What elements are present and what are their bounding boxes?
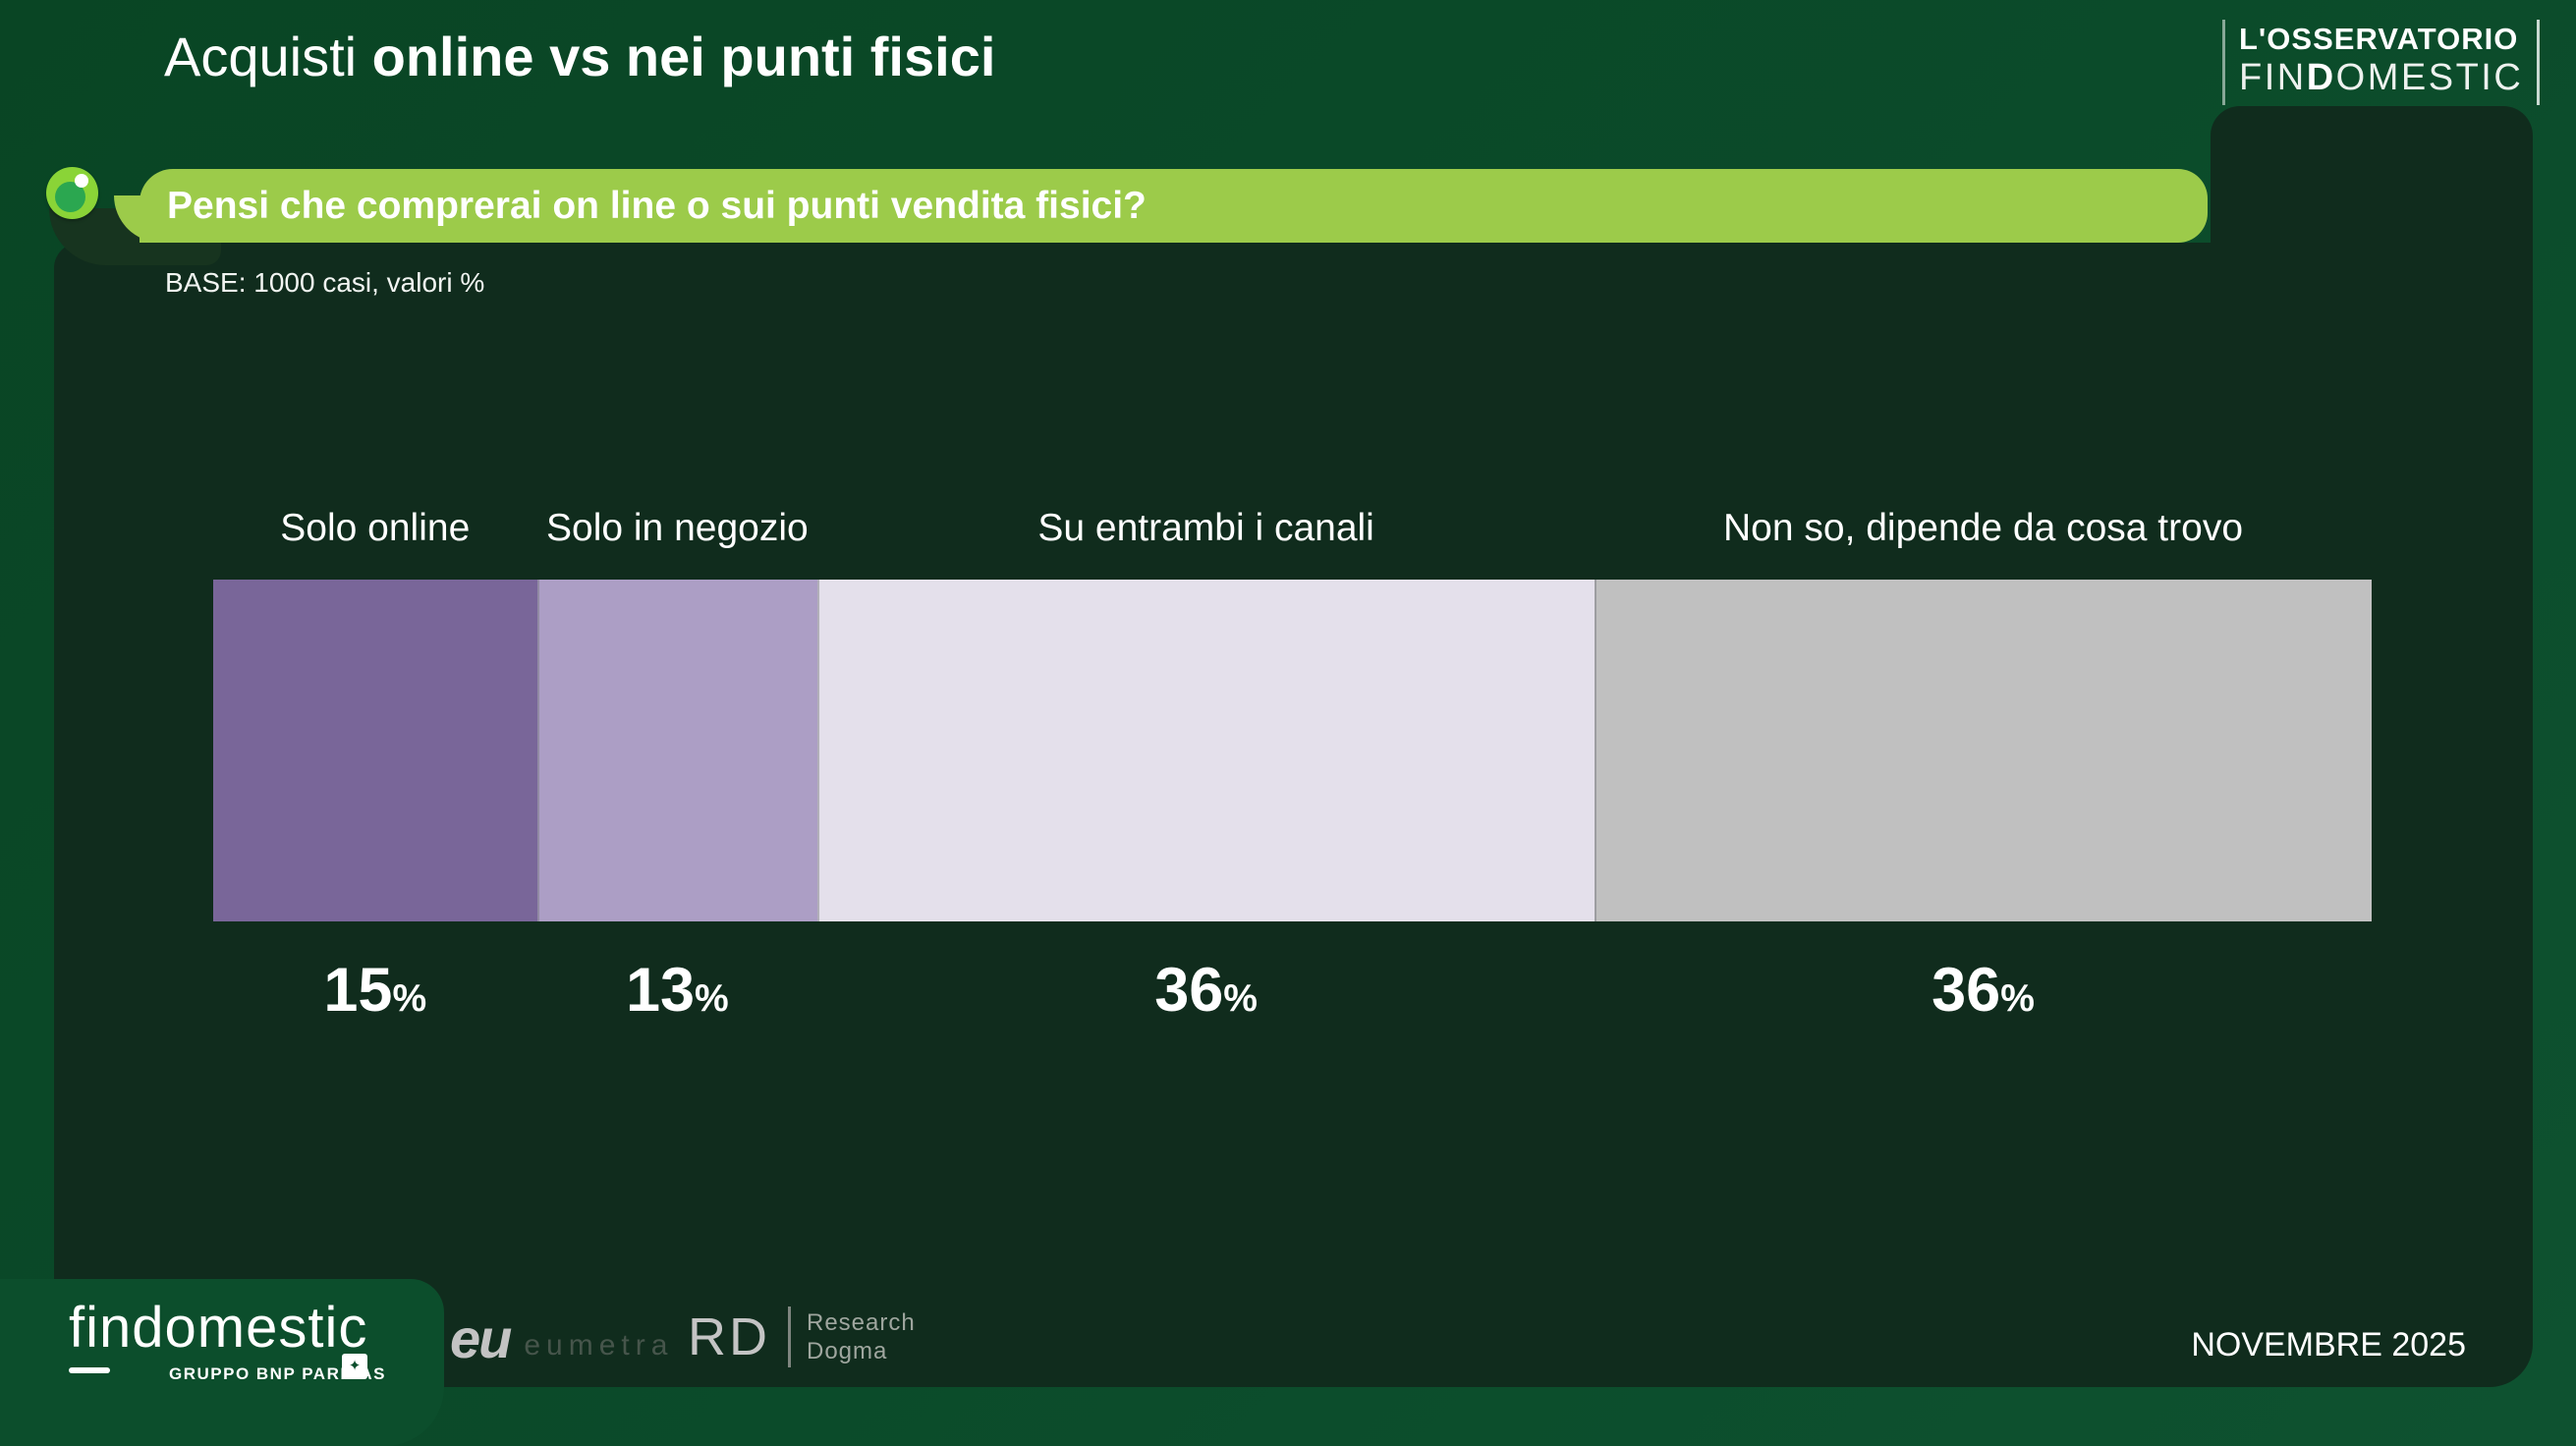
title-regular: Acquisti [164,26,372,87]
eumetra-logo-name: eumetra [524,1328,674,1362]
title-bold: online vs nei punti fisici [371,26,996,87]
research-dogma-logo-divider [788,1307,791,1367]
chart-column: Su entrambi i canali 36% [817,483,1596,1026]
bar-segment [1595,580,2372,921]
eye-icon-glint [75,174,88,188]
question-text: Pensi che comprerai on line o sui punti … [167,184,1147,227]
research-dogma-logo: RD Research Dogma [688,1307,916,1367]
eumetra-logo: eu eumetra [450,1307,673,1370]
eye-icon [46,167,98,219]
osservatorio-logo-line1: L'OSSERVATORIO [2239,22,2519,56]
findomestic-logo-subtitle: GRUPPO BNP PARIBAS [169,1364,386,1383]
findomestic-logo: findomestic [69,1296,368,1360]
chart-column: Solo in negozio 13% [536,483,818,1026]
segment-value: 36% [1932,956,2035,1025]
bar-segment [213,580,537,921]
question-banner: Pensi che comprerai on line o sui punti … [114,169,2208,243]
segment-value: 13% [625,956,729,1025]
bar-segment [536,580,818,921]
bar-segment [817,580,1596,921]
research-dogma-logo-mark: RD [688,1307,770,1366]
footer-logo-tab [0,1279,444,1446]
segment-label: Solo online [280,507,471,549]
segment-label: Solo in negozio [546,507,809,549]
osservatorio-logo-line2: FINDOMESTIC [2239,57,2524,98]
osservatorio-findomestic-logo: L'OSSERVATORIO FINDOMESTIC [2222,20,2541,105]
page-title: Acquisti online vs nei punti fisici [164,22,995,92]
findomestic-logo-underline [69,1367,110,1373]
chart-column: Non so, dipende da cosa trovo 36% [1595,483,2372,1026]
segment-value: 36% [1154,956,1258,1025]
eumetra-logo-mark: eu [450,1307,512,1369]
segment-label: Su entrambi i canali [1037,507,1374,549]
base-note: BASE: 1000 casi, valori % [165,267,485,298]
research-dogma-logo-name: Research Dogma [807,1309,916,1364]
date-label: NOVEMBRE 2025 [2191,1326,2466,1363]
bnp-paribas-icon: ✦ [342,1354,367,1379]
chart-column: Solo online 15% [213,483,537,1026]
segment-value: 15% [323,956,427,1025]
stacked-bar-chart: Solo online 15% Solo in negozio 13% Su entra… [213,483,2372,1026]
segment-label: Non so, dipende da cosa trovo [1723,507,2244,549]
